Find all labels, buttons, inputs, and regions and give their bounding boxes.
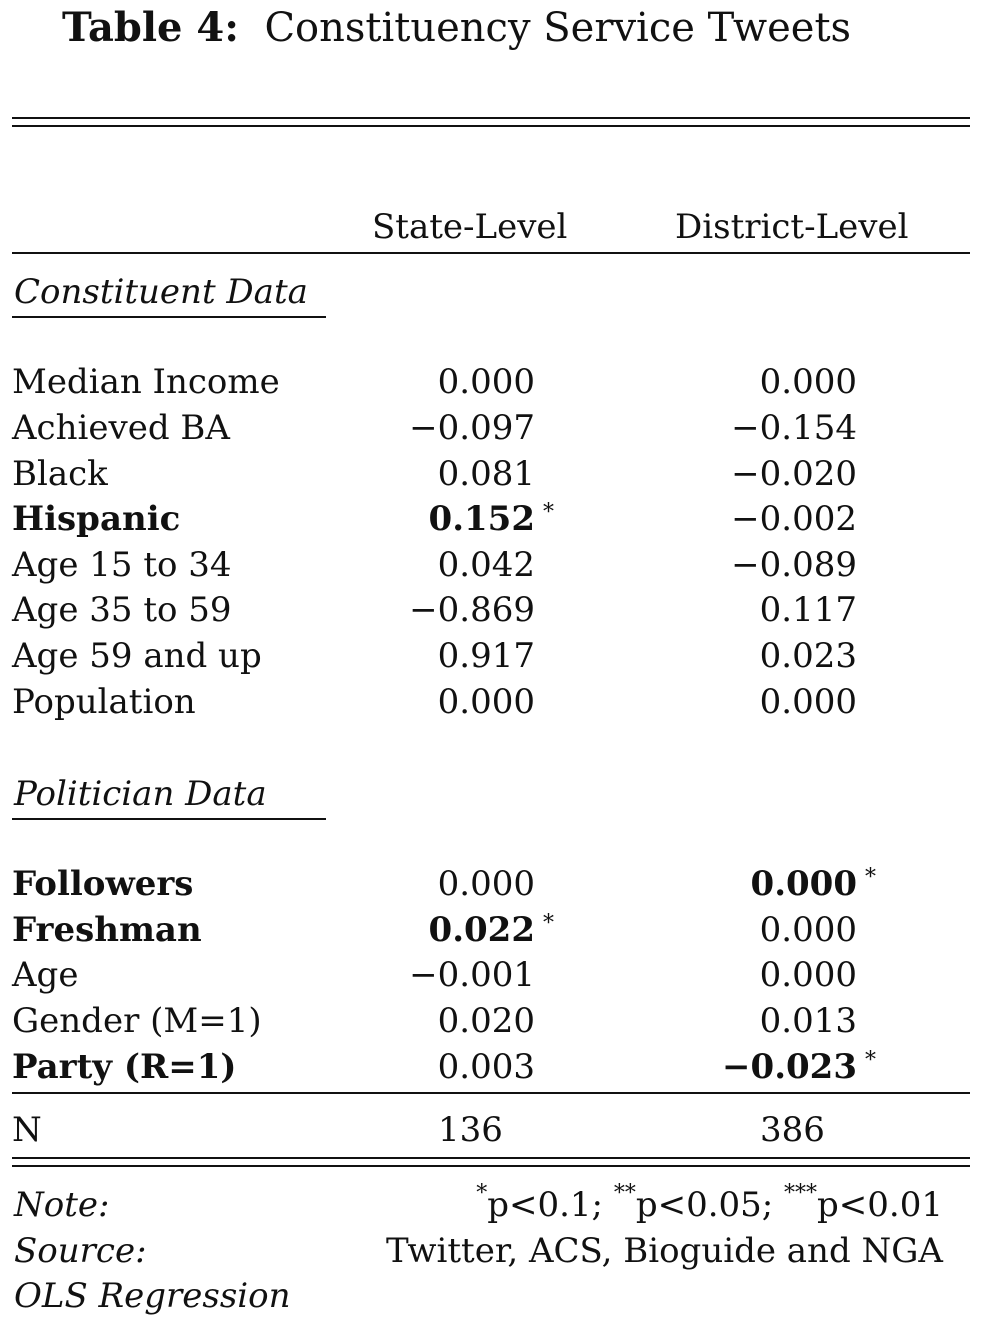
section-politician-rule xyxy=(12,818,326,820)
row-label: Black xyxy=(12,454,108,494)
table-row: Age 15 to 34 0.042 −0.089 xyxy=(0,542,983,588)
source-text: Twitter, ACS, Bioguide and NGA xyxy=(385,1231,943,1271)
section-constituent-rule xyxy=(12,316,326,318)
table-row: Achieved BA −0.097 −0.154 xyxy=(0,405,983,451)
row-label: Age 35 to 59 xyxy=(12,590,232,630)
significance-star: * xyxy=(865,1048,876,1073)
district-value: −0.154 xyxy=(731,408,857,448)
significance-star: * xyxy=(543,500,554,525)
district-value: −0.002 xyxy=(731,499,857,539)
table-row: Age −0.001 0.000 xyxy=(0,952,983,998)
bottom-rule xyxy=(12,1157,970,1159)
district-value: 0.023 xyxy=(759,636,857,676)
state-value: 0.042 xyxy=(437,545,535,585)
n-district: 386 xyxy=(760,1110,825,1150)
district-value: 0.000 xyxy=(759,362,857,402)
row-label: Hispanic xyxy=(12,499,181,539)
table-row: Black 0.081 −0.020 xyxy=(0,451,983,497)
state-value: 0.917 xyxy=(437,636,535,676)
state-value: −0.097 xyxy=(409,408,535,448)
table-row: Population 0.000 0.000 xyxy=(0,679,983,725)
district-value: 0.000 xyxy=(759,682,857,722)
n-row: N 136 386 xyxy=(0,1107,983,1153)
state-value: 0.003 xyxy=(437,1047,535,1087)
state-value: 0.020 xyxy=(437,1001,535,1041)
row-label: Gender (M=1) xyxy=(12,1001,262,1041)
row-label: Age xyxy=(12,955,79,995)
column-header-state: State-Level xyxy=(372,207,568,247)
district-value: 0.000 xyxy=(759,910,857,950)
row-label: Age 15 to 34 xyxy=(12,545,232,585)
row-label: Achieved BA xyxy=(12,408,230,448)
row-label: Age 59 and up xyxy=(12,636,262,676)
table-row: Freshman 0.022 * 0.000 xyxy=(0,907,983,953)
n-state: 136 xyxy=(438,1110,503,1150)
state-value: 0.000 xyxy=(437,864,535,904)
method-note: OLS Regression xyxy=(14,1276,291,1316)
district-value: −0.020 xyxy=(731,454,857,494)
top-rule xyxy=(12,117,970,119)
district-number: 0.023 xyxy=(750,1047,857,1087)
state-value: 0.000 xyxy=(437,682,535,722)
district-value: −0.023 xyxy=(720,1044,857,1090)
state-value: 0.000 xyxy=(437,362,535,402)
note-label: Note: xyxy=(14,1185,110,1225)
column-header-district: District-Level xyxy=(675,207,909,247)
table-number: Table 4: xyxy=(62,4,239,51)
bottom-rule-2 xyxy=(12,1165,970,1167)
table-row: Party (R=1) 0.003 −0.023 * xyxy=(0,1044,983,1090)
district-value: 0.000 xyxy=(759,955,857,995)
top-rule-2 xyxy=(12,125,970,127)
row-label: Party (R=1) xyxy=(12,1047,237,1087)
district-value: 0.013 xyxy=(759,1001,857,1041)
row-label: Freshman xyxy=(12,910,202,950)
table-title-text: Constituency Service Tweets xyxy=(264,5,852,51)
significance-star: * xyxy=(543,911,554,936)
header-rule xyxy=(12,252,970,254)
district-value: 0.000 xyxy=(750,864,857,904)
state-value: −0.001 xyxy=(409,955,535,995)
row-label: Followers xyxy=(12,864,194,904)
table-row: Gender (M=1) 0.020 0.013 xyxy=(0,998,983,1044)
significance-star: * xyxy=(865,865,876,890)
row-label: Population xyxy=(12,682,196,722)
table-row: Age 35 to 59 −0.869 0.117 xyxy=(0,587,983,633)
table-row: Median Income 0.000 0.000 xyxy=(0,359,983,405)
note-significance: *p<0.1; **p<0.05; ***p<0.01 xyxy=(476,1181,943,1226)
table-title: Table 4: Constituency Service Tweets xyxy=(62,2,851,54)
state-value: −0.869 xyxy=(409,590,535,630)
n-label: N xyxy=(12,1110,42,1150)
district-value: 0.117 xyxy=(759,590,857,630)
state-value: 0.022 xyxy=(428,910,535,950)
table-row: Followers 0.000 0.000 * xyxy=(0,861,983,907)
n-rule xyxy=(12,1092,970,1094)
section-politician-title: Politician Data xyxy=(14,774,267,814)
row-label: Median Income xyxy=(12,362,280,402)
minus-sign: − xyxy=(722,1047,751,1087)
table-row: Age 59 and up 0.917 0.023 xyxy=(0,633,983,679)
source-label: Source: xyxy=(14,1231,147,1271)
table-row: Hispanic 0.152 * −0.002 xyxy=(0,496,983,542)
section-constituent-title: Constituent Data xyxy=(14,272,308,312)
state-value: 0.152 xyxy=(428,499,535,539)
district-value: −0.089 xyxy=(731,545,857,585)
state-value: 0.081 xyxy=(437,454,535,494)
